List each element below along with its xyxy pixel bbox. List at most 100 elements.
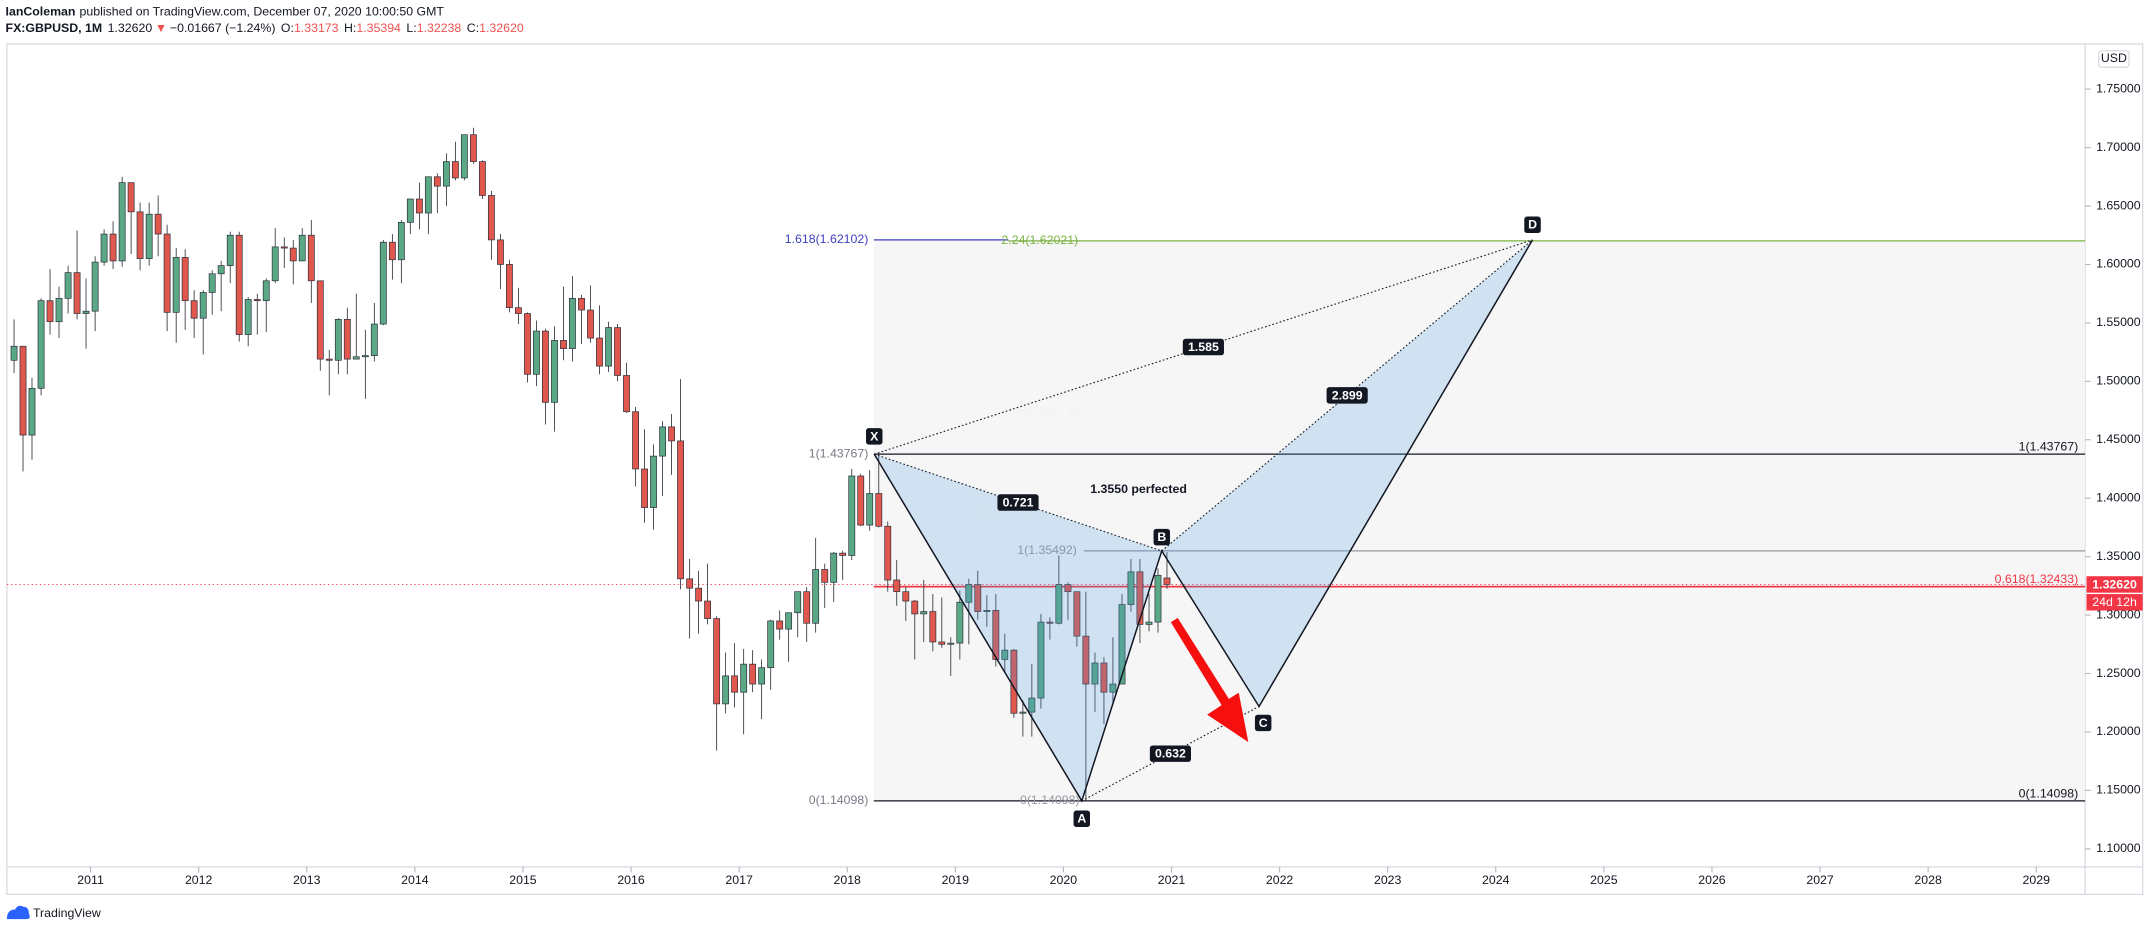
candle-body [370,323,378,356]
fib-label: 1(1.43767) [809,446,869,460]
x-tick-label: 2017 [725,873,753,887]
candle-body [1136,571,1144,625]
point-label: A [1077,812,1086,826]
point-box [866,428,883,445]
y-tick-label: 1.50000 [2096,374,2141,388]
pattern-xab [874,454,1162,801]
candle-body [1145,621,1153,625]
candle-body [1019,711,1027,714]
candle-body [136,211,144,259]
candle-body [1073,591,1081,637]
candle-body [406,198,414,223]
x-tick-label: 2021 [1158,873,1186,887]
candle-body [641,468,648,508]
candle-body [1163,577,1171,585]
candle-body [1082,635,1090,685]
candle-body [73,272,81,314]
candle-body [289,247,297,262]
candle-body [704,600,711,619]
candle-body [1118,604,1126,685]
candle-body [397,222,405,261]
low-label: L: [406,21,416,35]
currency: USD [2101,51,2127,65]
y-tick-label: 1.40000 [2096,490,2141,504]
candle-body [713,618,721,705]
y-tick-label: 1.25000 [2096,666,2141,680]
candle-body [19,345,27,436]
x-tick-label: 2029 [2023,873,2051,887]
high-label: H: [344,21,356,35]
candle-body [965,584,973,603]
y-tick-label: 1.70000 [2096,140,2141,154]
candle-body [731,675,738,693]
x-tick-label: 2012 [185,873,213,887]
y-tick-label: 1.35000 [2096,549,2141,563]
logo-icon [6,905,30,920]
candle-body [1100,662,1108,693]
overlay [1170,617,1249,743]
candle-body [361,355,369,358]
x-tick-label: 2014 [401,873,429,887]
y-tick-label: 1.75000 [2096,81,2141,95]
candle-body [1028,697,1036,713]
point-label: C [1259,716,1268,730]
candle-body [875,493,883,527]
symbol-line: FX:GBPUSD, 1M 1.32620 ▼ −0.01667 (−1.24%) O:… [6,21,524,35]
candle-body [307,234,315,282]
currency-box[interactable] [2098,50,2130,68]
y-tick-label: 1.30000 [2096,607,2141,621]
open-label: O: [281,21,294,35]
high: 1.35394 [356,21,401,35]
candle-body [235,234,243,335]
candle-body [722,675,730,705]
candle-body [217,265,225,275]
candle-body [848,475,856,556]
candle-body [190,300,198,319]
candle-body [470,134,477,162]
candle-body [28,387,36,436]
fib-label: 0(1.14098) [809,793,869,807]
candle-body [632,411,639,470]
candle-body [127,182,135,213]
pattern-ratio-line [874,453,1162,552]
candle-body [497,239,504,265]
candle-body [262,280,270,302]
candle-body [830,552,838,583]
candle-body [37,300,45,389]
candle-body [424,176,432,214]
candle-body [866,493,874,526]
candle-body [181,257,189,302]
candle-body [316,280,324,360]
candle-body [524,313,531,375]
point-box [1153,528,1171,546]
candle-body [298,234,306,262]
x-tick-label: 2013 [293,873,321,887]
candle-body [343,319,351,360]
fib-label: 0(1.14098) [1020,793,1080,807]
y-tick-label: 1.55000 [2096,315,2141,329]
y-tick-label: 1.65000 [2096,198,2141,212]
candle-body [433,176,441,187]
candle-body [911,600,919,615]
ratio-box [1182,338,1224,356]
candle-body [172,257,180,313]
fib-label: 1.618(1.62102) [785,232,869,246]
y-tick-label: 1.10000 [2096,841,2141,855]
candle-body [506,264,513,309]
ratio-box [1149,745,1191,762]
candle-body [208,273,216,293]
candle-body [668,426,675,442]
change: −0.01667 (−1.24%) [170,21,276,35]
candle-body [974,584,982,612]
candle-body [325,358,333,361]
candle-body [443,161,450,187]
candle-body [1127,571,1135,605]
candle-body [109,233,117,262]
change-arrow: ▼ [155,21,167,35]
x-tick-label: 2024 [1482,873,1510,887]
candle-body [487,195,495,241]
candle-body [938,641,946,645]
x-tick-label: 2026 [1698,873,1726,887]
